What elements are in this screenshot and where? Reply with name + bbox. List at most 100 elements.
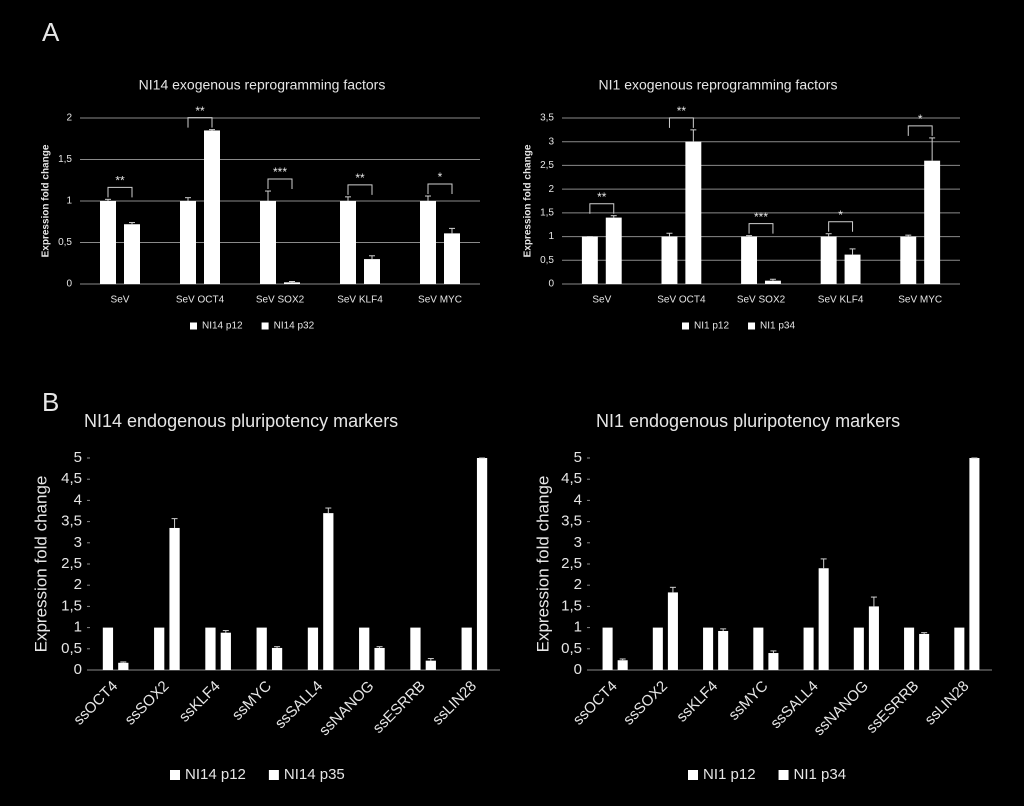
bar — [818, 568, 829, 670]
legend-swatch — [748, 322, 756, 330]
bar — [904, 627, 915, 670]
significance-label: ** — [355, 171, 365, 185]
bar — [803, 627, 814, 670]
bar — [169, 527, 180, 670]
error-bar — [120, 661, 127, 663]
error-bar — [849, 248, 856, 255]
significance-label: ** — [115, 174, 125, 188]
y-tick-label: 1 — [66, 196, 72, 207]
significance-label: * — [438, 170, 443, 184]
bar — [581, 236, 598, 284]
legend-label: NI14 p35 — [284, 766, 345, 783]
x-tick-label: SeV SOX2 — [737, 295, 786, 306]
y-axis-label: Expression fold change — [533, 476, 552, 653]
y-tick-label: 3 — [574, 534, 582, 551]
y-tick-label: 1,5 — [61, 597, 82, 614]
bar — [820, 236, 837, 284]
error-bar — [222, 630, 229, 633]
bar — [685, 141, 702, 284]
error-bar — [820, 558, 827, 569]
significance-bracket — [427, 183, 453, 195]
y-tick-label: 3 — [548, 136, 554, 147]
bar — [220, 632, 231, 670]
y-tick-label: 0,5 — [540, 255, 554, 266]
x-tick-label: SeV MYC — [898, 295, 942, 306]
significance-bracket — [589, 203, 615, 214]
significance-bracket — [107, 186, 133, 198]
bar — [340, 201, 356, 284]
y-tick-label: 2,5 — [561, 555, 582, 572]
y-tick-label: 2 — [574, 576, 582, 593]
y-tick-label: 1 — [74, 619, 82, 636]
y-tick-label: 4 — [74, 491, 82, 508]
error-bar — [929, 137, 936, 161]
bar — [271, 647, 283, 670]
y-tick-label: 1 — [574, 619, 582, 636]
bar — [900, 236, 917, 284]
legend-label: NI1 p12 — [703, 766, 756, 783]
bar — [284, 282, 300, 284]
legend-label: NI1 p34 — [794, 766, 847, 783]
y-tick-label: 2,5 — [61, 555, 82, 572]
y-tick-label: 2 — [66, 113, 72, 124]
significance-label: *** — [273, 165, 287, 179]
legend-swatch — [190, 322, 197, 330]
x-tick-label: SeV — [592, 295, 611, 306]
significance-bracket — [267, 178, 293, 190]
y-tick-label: 1,5 — [58, 154, 72, 165]
chart-title: NI14 exogenous reprogramming factors — [139, 77, 386, 93]
bar — [420, 201, 436, 284]
error-bar — [666, 232, 673, 237]
error-bar — [376, 646, 383, 648]
bar — [124, 224, 140, 284]
y-tick-label: 1,5 — [540, 207, 554, 218]
y-tick-label: 0 — [548, 279, 554, 290]
y-tick-label: 5 — [74, 449, 82, 466]
bar — [768, 653, 779, 670]
legend-swatch — [170, 770, 180, 780]
error-bar — [345, 196, 351, 201]
error-bar — [265, 190, 271, 201]
bar — [703, 627, 714, 670]
y-tick-label: 1,5 — [561, 597, 582, 614]
y-tick-label: 5 — [574, 449, 582, 466]
error-bar — [870, 596, 877, 607]
bar — [741, 236, 758, 284]
y-tick-label: 0 — [66, 279, 72, 290]
bar — [924, 160, 941, 284]
legend-label: NI1 p12 — [694, 321, 729, 332]
significance-bracket — [347, 184, 373, 195]
y-tick-label: 0,5 — [61, 640, 82, 657]
y-axis-label: Expression fold change — [41, 144, 52, 257]
error-bar — [720, 628, 727, 631]
error-bar — [369, 255, 375, 260]
error-bar — [105, 198, 111, 201]
chart-title: NI1 endogenous pluripotency markers — [596, 411, 900, 431]
x-tick-label: SeV MYC — [418, 295, 462, 306]
bar — [764, 280, 781, 284]
bar — [204, 130, 220, 284]
bar — [102, 627, 114, 670]
panel-label: A — [42, 17, 60, 47]
y-tick-label: 2 — [74, 576, 82, 593]
error-bar — [825, 233, 832, 237]
legend-swatch — [261, 322, 269, 330]
y-axis-label: Expression fold change — [523, 144, 534, 257]
significance-bracket — [907, 125, 933, 136]
bar — [667, 592, 678, 670]
legend-label: NI14 p12 — [185, 766, 246, 783]
legend-label: NI14 p12 — [202, 321, 243, 332]
significance-bracket — [748, 223, 774, 234]
significance-label: ** — [195, 104, 205, 118]
significance-label: ** — [597, 190, 607, 204]
y-tick-label: 2,5 — [540, 160, 554, 171]
panel-label: B — [42, 387, 59, 417]
x-tick-label: SeV OCT4 — [657, 295, 706, 306]
y-tick-label: 0,5 — [561, 640, 582, 657]
x-tick-label: SeV — [111, 295, 130, 306]
bar — [919, 633, 930, 670]
error-bar — [427, 658, 434, 661]
bar — [410, 627, 421, 670]
bar — [374, 647, 385, 670]
